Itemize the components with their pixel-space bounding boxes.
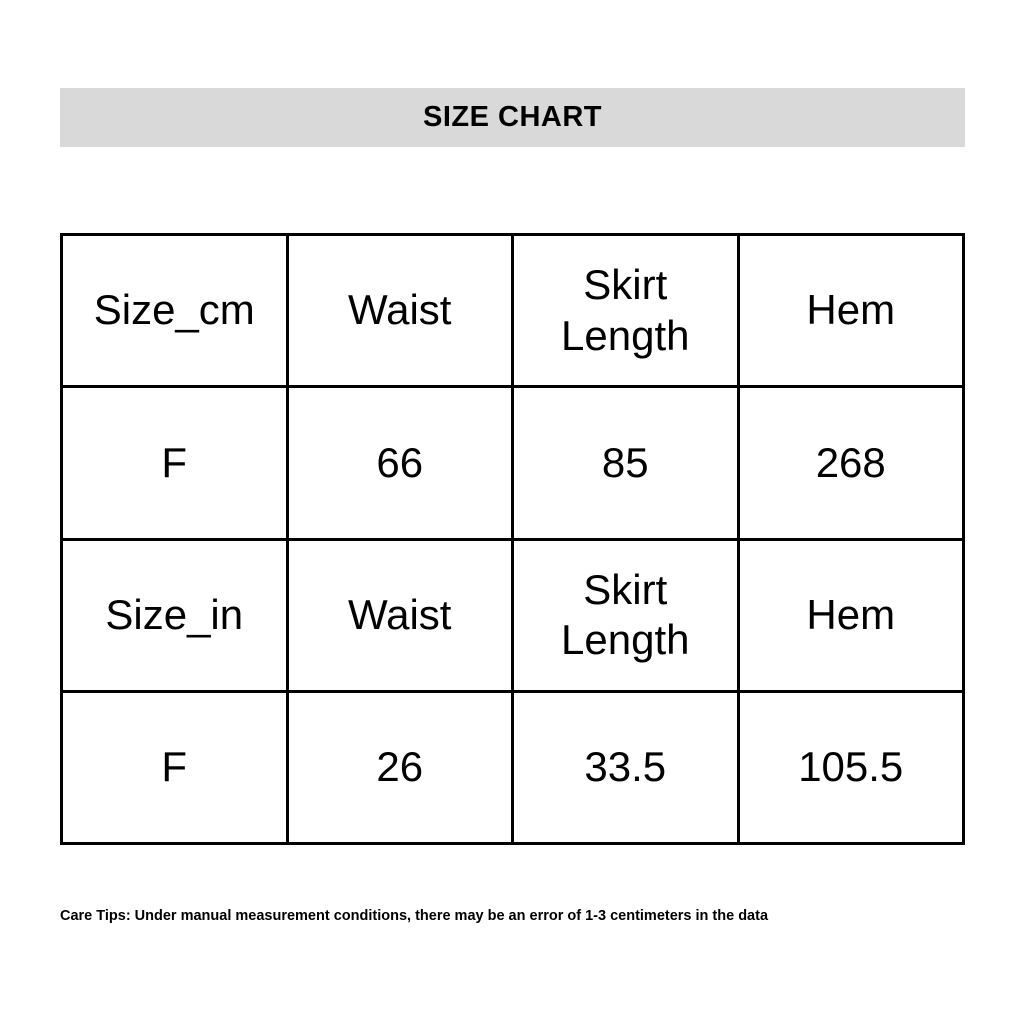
page-title: SIZE CHART (423, 101, 602, 133)
table-cell: Hem (736, 537, 965, 693)
table-cell: Skirt Length (511, 537, 740, 693)
cell-text: Size_in (105, 590, 244, 638)
table-row: F 66 85 268 (60, 385, 965, 541)
care-tips: Care Tips: Under manual measurement cond… (60, 908, 769, 924)
cell-text: 66 (376, 438, 424, 486)
cell-text: Hem (806, 286, 896, 334)
table-cell: Skirt Length (511, 232, 740, 389)
header-row: Size_in Waist Skirt Length Hem (60, 537, 965, 693)
table-cell: Waist (285, 232, 514, 389)
cell-text: 268 (815, 438, 886, 486)
table-cell: Size_in (60, 537, 289, 693)
cell-text: 26 (376, 743, 424, 791)
table-row: F 26 33.5 105.5 (60, 689, 965, 846)
table-cell: 85 (511, 385, 740, 541)
size-table: Size_cm Waist Skirt Length Hem F 66 85 268 Size_… (60, 232, 965, 846)
table-cell: Hem (736, 232, 965, 389)
cell-text: 105.5 (798, 743, 904, 791)
table-cell: 26 (285, 689, 514, 846)
cell-text: 33.5 (584, 743, 667, 791)
table-cell: 33.5 (511, 689, 740, 846)
table-cell: 66 (285, 385, 514, 541)
cell-text: Waist (348, 286, 452, 334)
cell-text: Waist (348, 590, 452, 638)
cell-text: F (161, 438, 188, 486)
cell-text: Hem (806, 590, 896, 638)
table-cell: F (60, 689, 289, 846)
table-cell: 268 (736, 385, 965, 541)
header-row: Size_cm Waist Skirt Length Hem (60, 232, 965, 389)
title-bar: SIZE CHART (60, 88, 965, 147)
table-cell: Waist (285, 537, 514, 693)
cell-text: 85 (601, 438, 649, 486)
table-cell: F (60, 385, 289, 541)
table-cell: Size_cm (60, 232, 289, 389)
table-cell: 105.5 (736, 689, 965, 846)
cell-text: Skirt Length (561, 565, 690, 664)
cell-text: F (161, 743, 188, 791)
cell-text: Skirt Length (561, 261, 690, 359)
cell-text: Size_cm (93, 286, 255, 334)
